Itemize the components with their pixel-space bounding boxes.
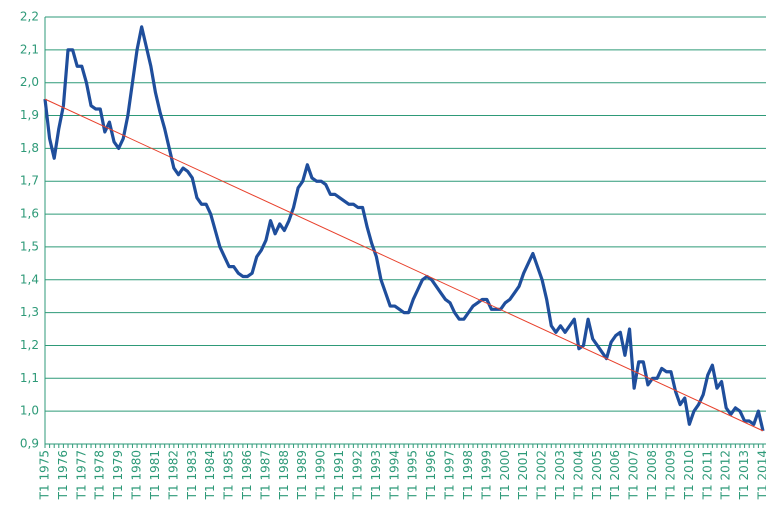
x-tick-label: T1 1998 bbox=[461, 450, 475, 500]
x-tick-label: T1 2009 bbox=[663, 450, 677, 500]
x-tick-label: T1 2012 bbox=[719, 450, 733, 500]
x-tick-label: T1 2004 bbox=[571, 450, 585, 500]
x-tick-label: T1 2005 bbox=[590, 450, 604, 500]
x-tick-label: T1 1978 bbox=[93, 450, 107, 500]
x-tick-label: T1 1995 bbox=[406, 450, 420, 500]
y-tick-label: 1,4 bbox=[20, 272, 39, 286]
x-tick-label: T1 1990 bbox=[314, 450, 328, 500]
x-tick-label: T1 1996 bbox=[424, 450, 438, 500]
x-tick-label: T1 2006 bbox=[608, 450, 622, 500]
y-tick-label: 1,0 bbox=[20, 404, 39, 418]
y-tick-label: 1,2 bbox=[20, 338, 39, 352]
y-tick-label: 1,8 bbox=[20, 141, 39, 155]
x-tick-label: T1 1988 bbox=[277, 450, 291, 500]
x-tick-label: T1 1997 bbox=[443, 450, 457, 500]
trend-line bbox=[44, 98, 764, 432]
x-tick-label: T1 1979 bbox=[111, 450, 125, 500]
x-tick-label: T1 1976 bbox=[56, 450, 70, 500]
x-tick-label: T1 1987 bbox=[258, 450, 272, 500]
y-tick-label: 1,3 bbox=[20, 305, 39, 319]
x-tick-label: T1 2008 bbox=[645, 450, 659, 500]
x-tick-label: T1 2011 bbox=[700, 450, 714, 500]
x-tick-label: T1 1989 bbox=[295, 450, 309, 500]
y-tick-label: 1,1 bbox=[20, 371, 39, 385]
y-tick-label: 2,0 bbox=[20, 75, 39, 89]
x-tick-label: T1 1977 bbox=[74, 450, 88, 500]
x-tick-label: T1 1981 bbox=[148, 450, 162, 500]
x-tick-label: T1 2013 bbox=[737, 450, 751, 500]
y-tick-label: 1,5 bbox=[20, 239, 39, 253]
y-tick-label: 1,7 bbox=[20, 174, 39, 188]
y-tick-label: 1,9 bbox=[20, 108, 39, 122]
x-tick-label: T1 1984 bbox=[203, 450, 217, 500]
y-tick-label: 1,6 bbox=[20, 207, 39, 221]
data-line bbox=[43, 25, 765, 432]
x-tick-label: T1 2001 bbox=[516, 450, 530, 500]
x-tick-label: T1 1991 bbox=[332, 450, 346, 500]
x-tick-label: T1 2014 bbox=[756, 450, 766, 500]
x-tick-label: T1 1993 bbox=[369, 450, 383, 500]
x-tick-label: T1 1992 bbox=[350, 450, 364, 500]
x-tick-label: T1 1980 bbox=[130, 450, 144, 500]
y-tick-label: 0,9 bbox=[20, 437, 39, 451]
x-tick-label: T1 2003 bbox=[553, 450, 567, 500]
x-tick-label: T1 2002 bbox=[535, 450, 549, 500]
y-tick-label: 2,1 bbox=[20, 42, 39, 56]
x-tick-label: T1 2000 bbox=[498, 450, 512, 500]
x-tick-label: T1 2007 bbox=[627, 450, 641, 500]
x-tick-label: T1 1985 bbox=[222, 450, 236, 500]
x-tick-label: T1 1983 bbox=[185, 450, 199, 500]
y-tick-label: 2,2 bbox=[20, 10, 39, 24]
x-tick-label: T1 2010 bbox=[682, 450, 696, 500]
x-tick-label: T1 1975 bbox=[38, 450, 52, 500]
x-tick-label: T1 1999 bbox=[479, 450, 493, 500]
x-tick-label: T1 1982 bbox=[166, 450, 180, 500]
x-tick-label: T1 1994 bbox=[387, 450, 401, 500]
x-tick-label: T1 1986 bbox=[240, 450, 254, 500]
